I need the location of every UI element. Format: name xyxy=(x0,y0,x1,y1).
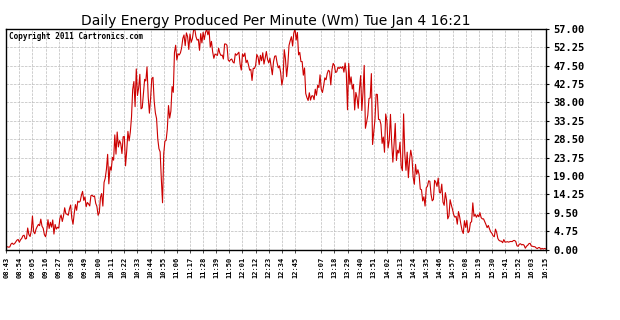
Text: Copyright 2011 Cartronics.com: Copyright 2011 Cartronics.com xyxy=(9,32,143,41)
Title: Daily Energy Produced Per Minute (Wm) Tue Jan 4 16:21: Daily Energy Produced Per Minute (Wm) Tu… xyxy=(81,14,471,28)
